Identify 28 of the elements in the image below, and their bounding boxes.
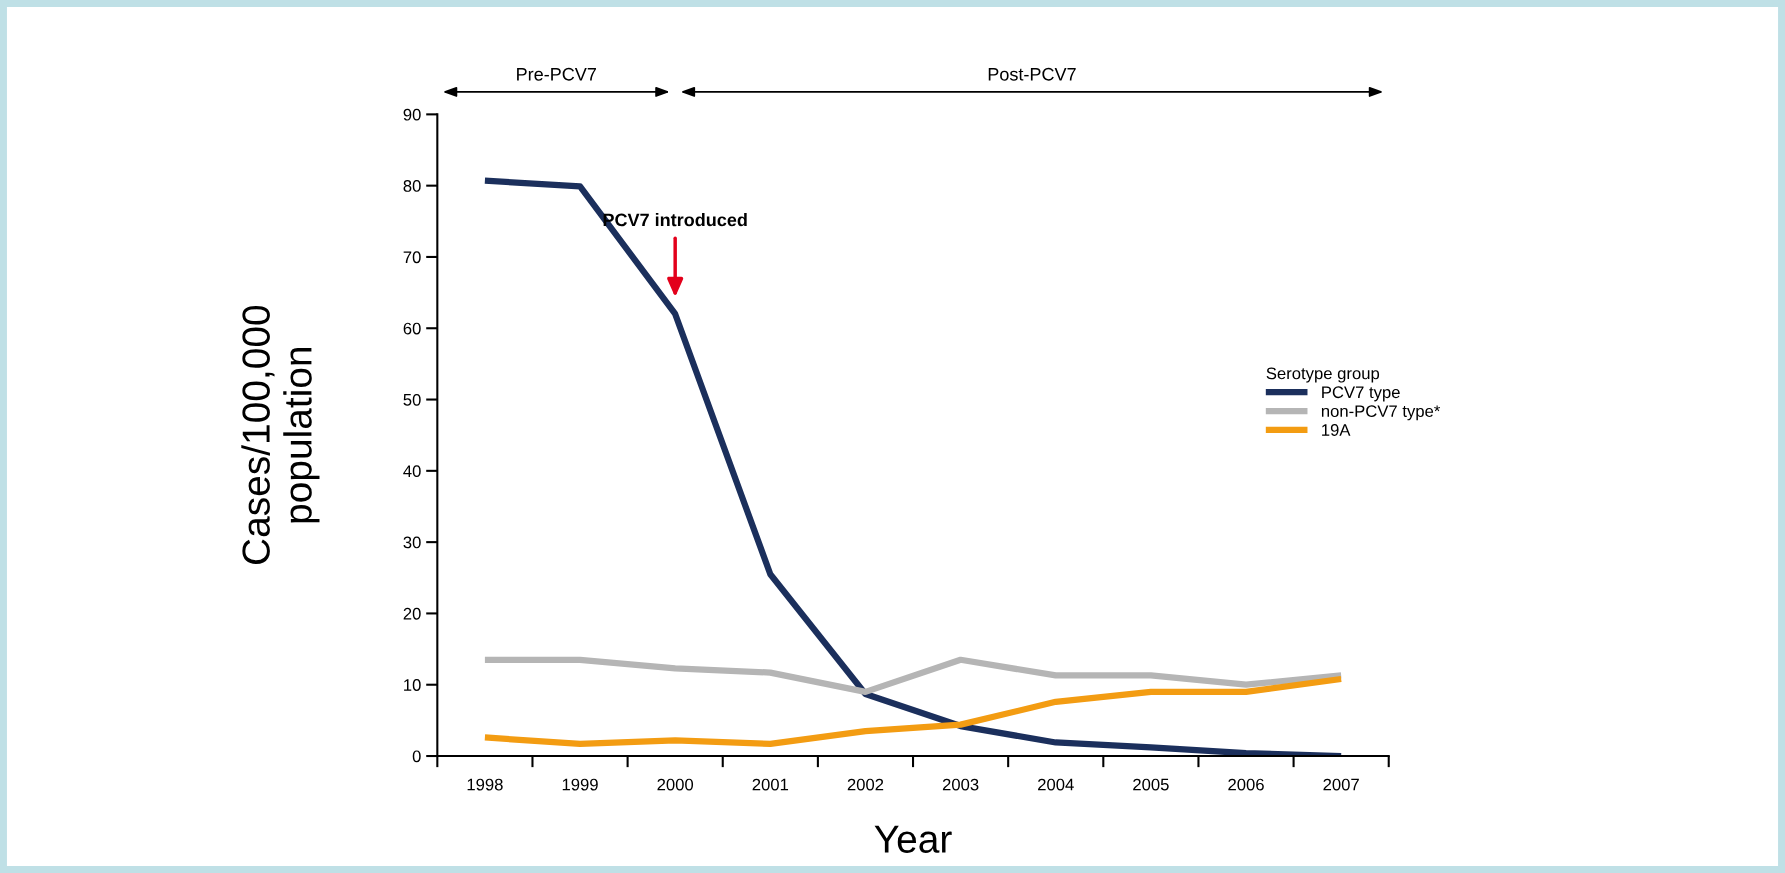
legend-label: non-PCV7 type*	[1321, 405, 1441, 421]
y-tick-label: 50	[403, 393, 421, 406]
x-tick-label: 2005	[1133, 778, 1169, 791]
x-tick-label: 2003	[942, 778, 979, 791]
x-axis-title: Year	[874, 825, 952, 853]
x-tick-label: 2007	[1323, 778, 1359, 791]
text: Post-PCV7	[988, 67, 1076, 81]
x-tick-label: 2001	[752, 778, 789, 791]
y-tick-label: 20	[403, 607, 421, 620]
y-tick-label: 80	[403, 180, 421, 192]
x-tick-label: 2002	[847, 778, 884, 791]
legend-label: PCV7 type	[1322, 386, 1400, 402]
y-tick-label: 10	[404, 679, 421, 691]
x-tick-label: 2004	[1038, 778, 1074, 791]
x-tick-label: 2000	[657, 778, 694, 791]
legend-label: 19A	[1322, 424, 1351, 436]
y-axis-title: Cases/100,000 population	[241, 305, 320, 565]
x-tick-label: 1998	[467, 778, 503, 791]
y-tick-label: 30	[403, 536, 421, 549]
y-tick-label: 40	[403, 465, 421, 478]
y-tick-label: 90	[403, 108, 421, 121]
y-tick-label: 60	[403, 322, 421, 335]
x-tick-label: 1999	[562, 778, 598, 791]
text: Pre-PCV7	[517, 67, 596, 81]
y-tick-label: 70	[403, 251, 421, 264]
legend-title: Serotype group	[1266, 367, 1380, 383]
y-tick-label: 0	[412, 750, 421, 763]
x-tick-label: 2006	[1228, 778, 1264, 791]
